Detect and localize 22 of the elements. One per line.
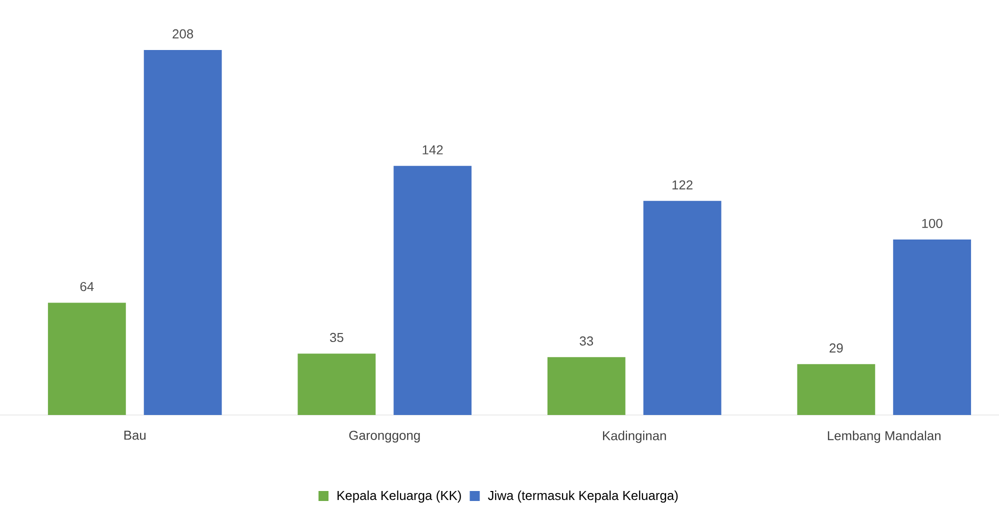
- bar: [643, 200, 722, 415]
- data-label: 33: [580, 336, 594, 346]
- data-label: 100: [922, 218, 942, 228]
- data-label: 122: [672, 180, 692, 190]
- bar: [797, 364, 876, 415]
- bar: [298, 354, 376, 415]
- bar: [547, 357, 626, 415]
- x-tick-label: Bau: [124, 430, 146, 440]
- bar: [893, 240, 972, 415]
- data-label: 142: [422, 145, 443, 154]
- x-tick-label: Garonggong: [349, 430, 420, 443]
- data-label: 35: [330, 332, 344, 342]
- data-label: 208: [172, 29, 194, 38]
- legend-label: Kepala Keluarga (KK): [338, 490, 461, 503]
- bar: [48, 302, 126, 415]
- data-label: 64: [80, 282, 94, 292]
- bar: [394, 166, 472, 415]
- bar: [144, 50, 222, 415]
- x-tick-label: Lembang Mandalan: [828, 430, 940, 443]
- data-label: 29: [830, 343, 843, 353]
- legend-label: Jiwa (termasuk Kepala Keluarga): [488, 490, 678, 503]
- x-tick-label: Kadinginan: [603, 430, 666, 443]
